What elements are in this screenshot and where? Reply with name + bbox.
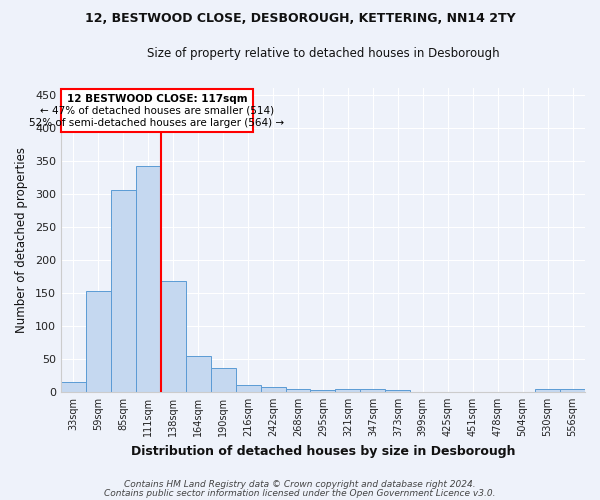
Bar [111,190,136,392]
Bar [361,388,385,392]
X-axis label: Distribution of detached houses by size in Desborough: Distribution of detached houses by size … [131,444,515,458]
Title: Size of property relative to detached houses in Desborough: Size of property relative to detached ho… [146,48,499,60]
Text: Contains public sector information licensed under the Open Government Licence v3: Contains public sector information licen… [104,488,496,498]
Y-axis label: Number of detached properties: Number of detached properties [15,147,28,333]
Bar [161,281,186,392]
Bar [186,356,211,392]
Bar [211,368,236,392]
Bar [61,382,86,392]
Bar [310,390,335,392]
Bar [236,386,260,392]
Bar [86,291,111,392]
Bar [535,390,560,392]
Text: 12, BESTWOOD CLOSE, DESBOROUGH, KETTERING, NN14 2TY: 12, BESTWOOD CLOSE, DESBOROUGH, KETTERIN… [85,12,515,26]
Text: 12 BESTWOOD CLOSE: 117sqm: 12 BESTWOOD CLOSE: 117sqm [67,94,247,104]
Bar [260,386,286,392]
Bar [136,166,161,392]
Text: 52% of semi-detached houses are larger (564) →: 52% of semi-detached houses are larger (… [29,118,284,128]
Bar [286,388,310,392]
Text: ← 47% of detached houses are smaller (514): ← 47% of detached houses are smaller (51… [40,106,274,116]
Bar [385,390,410,392]
FancyBboxPatch shape [61,90,253,132]
Bar [560,390,585,392]
Bar [335,388,361,392]
Text: Contains HM Land Registry data © Crown copyright and database right 2024.: Contains HM Land Registry data © Crown c… [124,480,476,489]
